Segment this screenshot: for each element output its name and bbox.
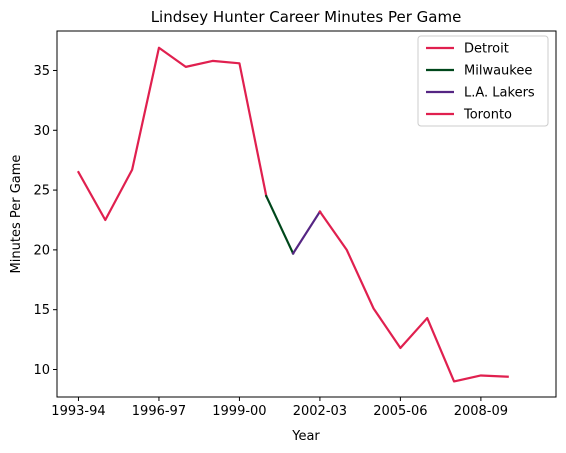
- legend-label: Toronto: [463, 108, 512, 123]
- series-line-toronto: [318, 210, 509, 383]
- y-tick-label: 10: [33, 363, 50, 378]
- plot-frame: [56, 30, 557, 398]
- y-tick-label: 35: [33, 64, 50, 79]
- y-tick-label: 15: [33, 303, 50, 318]
- y-axis-label: Minutes Per Game: [9, 155, 24, 274]
- x-tick-label: 1999-00: [212, 404, 266, 419]
- series-line-l-a-lakers: [291, 210, 322, 255]
- legend-label: Milwaukee: [464, 64, 532, 79]
- legend-label: Detroit: [464, 42, 509, 57]
- legend-entries: Detroit Milwaukee L.A. Lakers Toronto: [426, 42, 535, 123]
- series-layer: [76, 46, 509, 383]
- x-tick-label: 2008-09: [454, 404, 508, 419]
- x-tick-label: 1993-94: [51, 404, 105, 419]
- series-line-milwaukee: [264, 194, 295, 255]
- y-tick-label: 25: [33, 184, 50, 199]
- legend: Detroit Milwaukee L.A. Lakers Toronto: [417, 35, 549, 127]
- y-axis: 10 15 20 25 30 35: [33, 64, 57, 378]
- x-tick-label: 1996-97: [132, 404, 186, 419]
- chart-title: Lindsey Hunter Career Minutes Per Game: [151, 8, 462, 26]
- y-tick-label: 30: [33, 124, 50, 139]
- x-tick-label: 2005-06: [373, 404, 427, 419]
- series-line-detroit: [76, 46, 268, 222]
- legend-label: L.A. Lakers: [464, 86, 535, 101]
- x-axis-label: Year: [291, 429, 320, 444]
- x-tick-label: 2002-03: [293, 404, 347, 419]
- x-axis: 1993-94 1996-97 1999-00 2002-03 2005-06 2008-…: [51, 397, 508, 419]
- legend-box: [417, 35, 549, 127]
- y-tick-label: 20: [33, 243, 50, 258]
